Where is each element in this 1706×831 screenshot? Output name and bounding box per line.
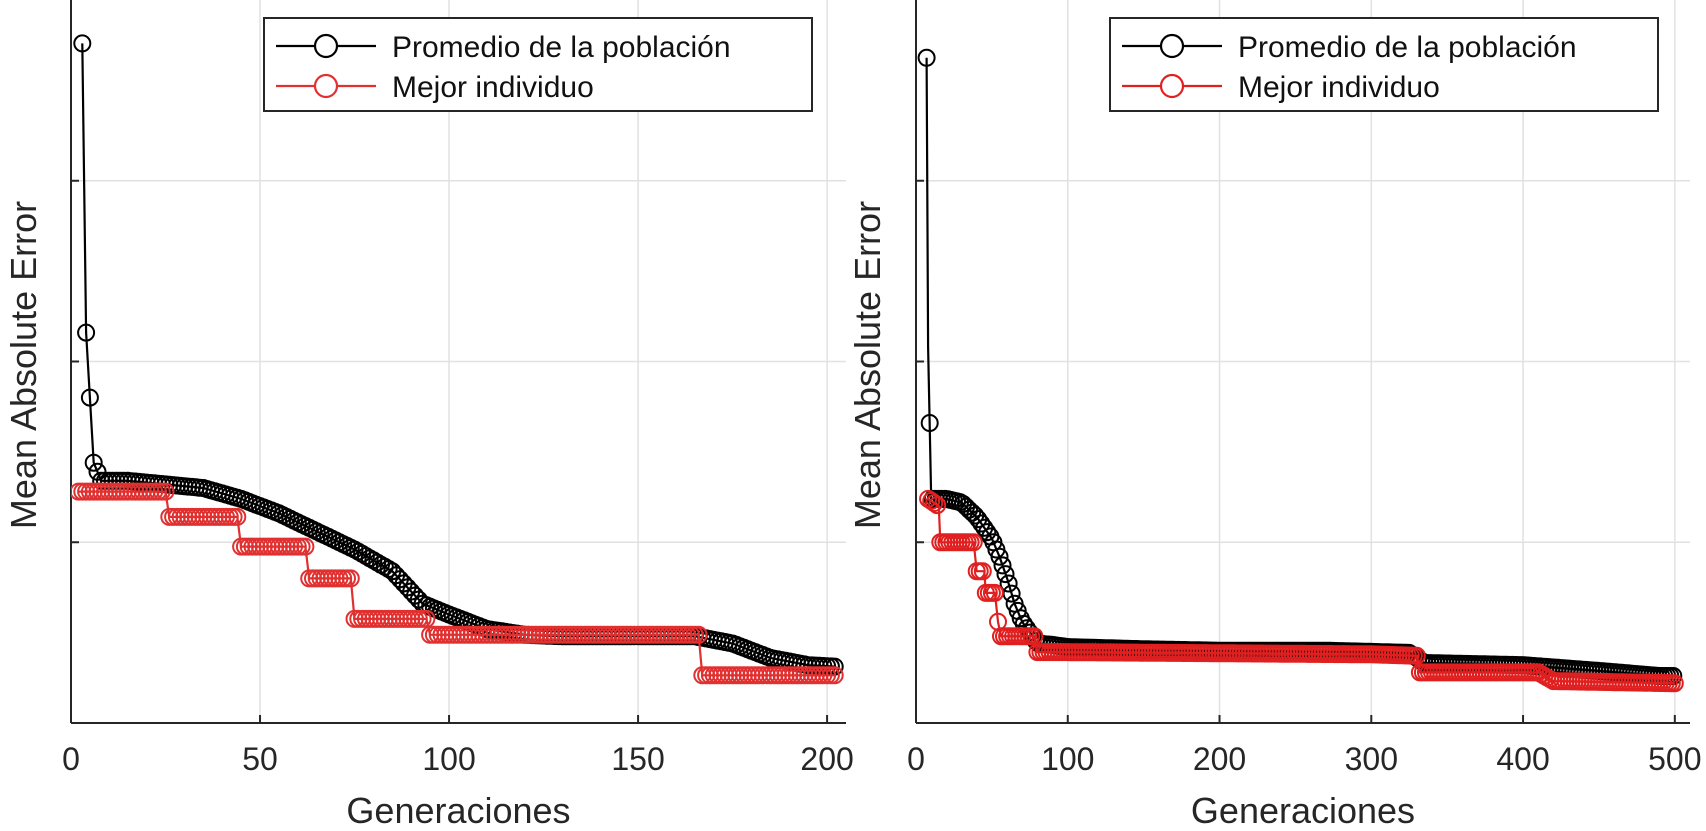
legend-swatch-marker [1159, 73, 1185, 99]
data-point [973, 562, 992, 581]
data-point [1665, 674, 1684, 693]
legend: Promedio de la población Mejor individuo [1109, 17, 1659, 112]
series-markers [71, 482, 844, 685]
legend-label: Promedio de la población [392, 31, 731, 64]
data-point [689, 625, 708, 644]
data-point [341, 569, 360, 588]
data-point [985, 583, 1004, 602]
data-point [925, 494, 944, 512]
data-point [73, 34, 92, 53]
legend: Promedio de la población Mejor individuo [263, 17, 813, 112]
data-point [80, 388, 99, 407]
x-tick-label: 300 [1345, 741, 1398, 777]
x-axis-label: Generaciones [346, 790, 570, 831]
legend-swatch-marker [1159, 33, 1185, 59]
series-mejor [919, 489, 1684, 693]
legend-box [1109, 17, 1659, 112]
series-promedio [73, 34, 844, 676]
data-point [84, 453, 103, 472]
grid [916, 0, 1690, 723]
x-tick-label: 50 [242, 741, 278, 777]
data-point [228, 507, 247, 526]
legend-box [263, 17, 813, 112]
series-markers [73, 34, 844, 676]
legend-label: Promedio de la población [1238, 31, 1577, 64]
chart-panel-left: 0 50 100 150 200 Generaciones Mean Absolute Er… [3, 0, 854, 831]
data-point [993, 556, 1012, 575]
data-point [990, 547, 1009, 566]
x-tick-label: 100 [1041, 741, 1094, 777]
chart-panel-right: 0 100 200 300 400 500 Generaciones Mean Absolut… [847, 0, 1702, 831]
data-point [156, 482, 175, 501]
series-markers [917, 48, 1683, 685]
series-mejor [71, 482, 844, 685]
data-point [928, 496, 947, 515]
series-line [925, 57, 1675, 678]
y-axis-label: Mean Absolute Error [3, 201, 44, 529]
data-point [1407, 646, 1426, 665]
x-tick-label: 200 [800, 741, 853, 777]
x-axis-label: Generaciones [1191, 790, 1415, 831]
legend-label: Mejor individuo [392, 71, 594, 104]
legend-label: Mejor individuo [1238, 71, 1440, 104]
x-tick-label: 0 [62, 741, 80, 777]
data-point [978, 523, 997, 542]
x-tick-label: 500 [1648, 741, 1701, 777]
data-point [296, 537, 315, 556]
data-point [963, 503, 982, 522]
x-tick-label: 400 [1496, 741, 1549, 777]
y-axis-label: Mean Absolute Error [847, 201, 888, 529]
x-tick-label: 0 [907, 741, 925, 777]
data-point [964, 533, 983, 552]
series-markers [919, 489, 1684, 693]
grid [71, 0, 846, 723]
data-point [960, 500, 979, 519]
legend-swatch-marker [313, 73, 339, 99]
legend-swatch-marker [313, 33, 339, 59]
x-tick-label: 150 [611, 741, 664, 777]
data-point [999, 574, 1018, 593]
series-promedio [917, 48, 1683, 685]
data-point [825, 666, 844, 685]
data-point [996, 565, 1015, 584]
series-line [81, 43, 835, 668]
series-line [927, 497, 1675, 685]
x-tick-label: 100 [422, 741, 475, 777]
x-tick-label: 200 [1193, 741, 1246, 777]
data-point [920, 414, 939, 432]
data-point [77, 323, 96, 342]
data-point [917, 48, 936, 67]
